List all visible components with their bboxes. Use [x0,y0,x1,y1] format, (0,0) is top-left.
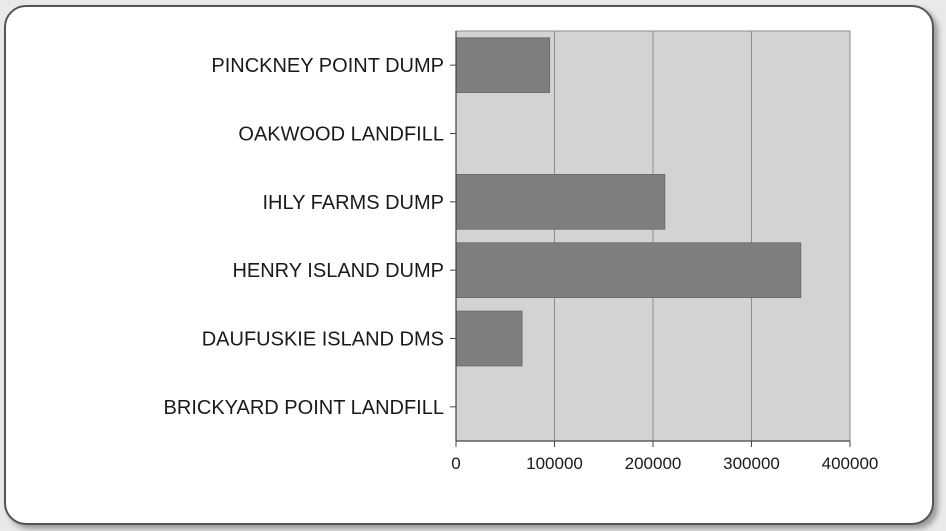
x-tick-label: 300000 [723,454,780,473]
x-tick-labels: 0 100000 200000 300000 400000 [451,454,878,473]
category-label: DAUFUSKIE ISLAND DMS [202,329,444,351]
bar [455,174,666,230]
bar [455,242,802,298]
category-label: OAKWOOD LANDFILL [238,124,444,146]
category-label: IHLY FARMS DUMP [262,192,444,214]
x-tick-label: 400000 [822,454,879,473]
category-labels: PINCKNEY POINT DUMP OAKWOOD LANDFILL IHLY … [164,55,444,419]
chart-frame: PINCKNEY POINT DUMP OAKWOOD LANDFILL IHLY … [4,5,934,525]
bars [455,37,802,367]
grid-lines [554,31,851,441]
x-tick-label: 200000 [625,454,682,473]
bar [455,310,523,367]
bar [455,37,551,94]
bar-chart: PINCKNEY POINT DUMP OAKWOOD LANDFILL IHLY … [164,30,878,473]
category-label: BRICKYARD POINT LANDFILL [164,397,444,419]
x-tick-label: 0 [451,454,460,473]
axes [450,31,851,447]
x-tick-label: 100000 [526,454,583,473]
category-label: HENRY ISLAND DUMP [232,260,444,282]
category-label: PINCKNEY POINT DUMP [211,55,444,77]
